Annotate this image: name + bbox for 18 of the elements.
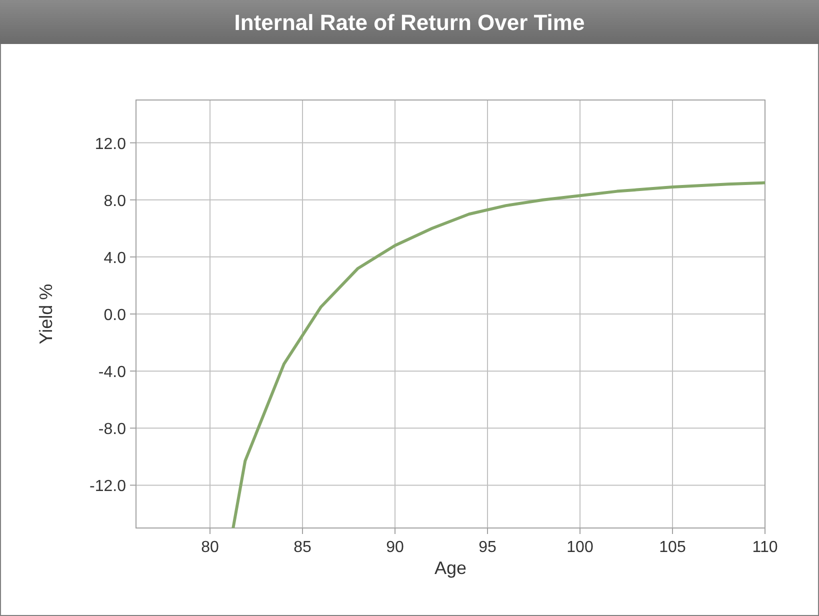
x-axis-title: Age	[434, 558, 467, 578]
chart-title: Internal Rate of Return Over Time	[234, 10, 585, 35]
x-tick-label: 90	[386, 539, 404, 556]
y-tick-label: -12.0	[90, 478, 126, 496]
line-series	[232, 181, 765, 528]
y-tick-label: -4.0	[98, 364, 126, 382]
x-tick-label: 110	[752, 539, 778, 556]
x-tick-label: 95	[478, 539, 496, 556]
x-tick-label: 105	[659, 539, 686, 556]
x-tick-label: 85	[294, 539, 312, 556]
y-tick-label: 0.0	[104, 307, 126, 324]
y-axis-title: Yield %	[36, 284, 56, 344]
x-tick-label: 80	[201, 539, 219, 556]
x-tick-label: 100	[566, 539, 594, 556]
y-tick-label: 12.0	[94, 136, 126, 153]
y-tick-label: 4.0	[104, 250, 126, 267]
y-tick-label: -8.0	[98, 421, 126, 438]
y-tick-label: 8.0	[104, 192, 126, 210]
